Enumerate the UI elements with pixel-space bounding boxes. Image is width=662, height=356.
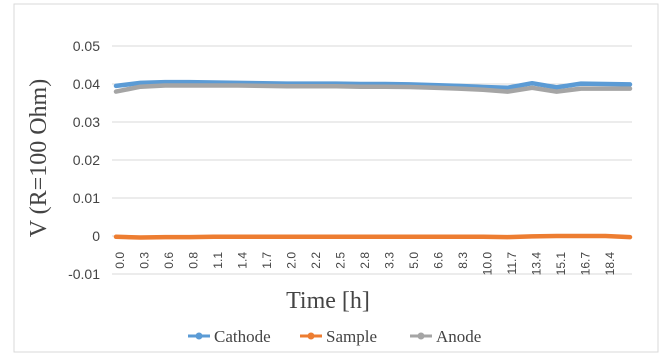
x-tick-label: 18.4 (603, 252, 617, 276)
y-tick-label: 0 (92, 228, 100, 244)
x-tick-label: 2.0 (285, 252, 299, 269)
x-tick-label: 13.4 (530, 252, 544, 276)
y-tick-label: 0.01 (73, 190, 100, 206)
x-tick-label: 10.0 (481, 252, 495, 276)
legend-marker-sample (307, 332, 315, 340)
chart-frame (13, 3, 659, 353)
legend-item-sample: Sample (300, 327, 377, 346)
x-tick-label: 2.8 (358, 252, 372, 269)
x-tick-label: 1.4 (236, 252, 250, 269)
series-lines (113, 79, 633, 240)
y-tick-label: 0.03 (73, 114, 100, 130)
x-tick-label: 2.2 (309, 252, 323, 269)
x-tick-label: 0.8 (187, 252, 201, 269)
y-tick-label: 0.02 (73, 152, 100, 168)
x-tick-label: 11.7 (505, 252, 519, 275)
x-tick-label: 8.3 (456, 252, 470, 269)
x-tick-label: 0.0 (113, 252, 127, 269)
x-tick-label: 1.1 (211, 252, 225, 269)
series-line-anode (113, 83, 633, 94)
legend-label-anode: Anode (436, 327, 481, 346)
x-tick-label: 0.3 (138, 252, 152, 269)
x-axis-ticks: 0.0 0.3 0.6 0.8 1.1 1.4 1.7 2.0 2.2 2.5 2.8 3.3 5.0 6… (113, 252, 617, 276)
legend: Cathode Sample Anode (188, 327, 481, 346)
legend-item-cathode: Cathode (188, 327, 271, 346)
y-axis-title: V (R=100 Ohm) (26, 79, 52, 237)
series-line-cathode (113, 79, 633, 91)
x-tick-label: 15.1 (554, 252, 568, 276)
legend-label-cathode: Cathode (214, 327, 271, 346)
legend-marker-cathode (195, 332, 203, 340)
x-axis-title: Time [h] (286, 288, 370, 314)
x-tick-label: 2.5 (334, 252, 348, 269)
y-tick-label: 0.05 (73, 38, 100, 54)
x-tick-label: 1.7 (260, 252, 274, 269)
y-axis-ticks: 0.05 0.04 0.03 0.02 0.01 0 -0.01 (68, 38, 100, 282)
legend-label-sample: Sample (326, 327, 377, 346)
x-tick-label: 5.0 (407, 252, 421, 269)
x-tick-label: 16.7 (579, 252, 593, 276)
legend-marker-anode (417, 332, 425, 340)
y-tick-label: 0.04 (73, 76, 100, 92)
x-tick-label: 6.6 (432, 252, 446, 269)
legend-item-anode: Anode (410, 327, 481, 346)
y-tick-label: -0.01 (68, 266, 100, 282)
x-tick-label: 0.6 (162, 252, 176, 269)
series-line-sample (113, 233, 633, 240)
x-tick-label: 3.3 (383, 252, 397, 269)
